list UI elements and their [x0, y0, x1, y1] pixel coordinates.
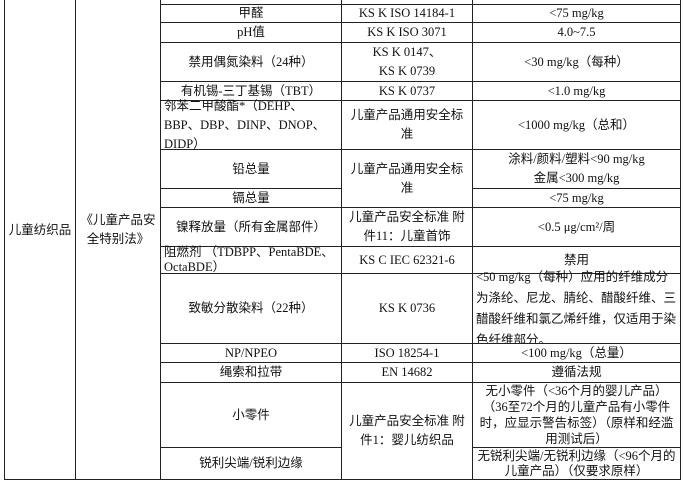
standard-cell: 儿童产品安全标准 附件1：婴儿纺织品 — [341, 382, 473, 480]
item-cell: 铅总量 — [160, 149, 342, 189]
limit-cell: 涂料/颜料/塑料<90 mg/kg 金属<300 mg/kg — [472, 149, 681, 189]
limit-cell: <75 mg/kg — [472, 188, 681, 208]
item-cell: 甲醛 — [160, 4, 342, 23]
limit-cell: 无小零件（<36个月的婴儿产品） （36至72个月的儿童产品有小零件时，应显示警告… — [472, 382, 681, 448]
limit-cell: <1000 mg/kg（总和） — [472, 100, 681, 150]
category-cell: 儿童纺织品 — [4, 0, 76, 480]
limit-cell: <1.0 mg/kg — [472, 81, 681, 101]
item-cell: 镍释放量（所有金属部件） — [160, 207, 342, 247]
law-cell: 《儿童产品安全特别法》 — [75, 0, 161, 480]
standard-cell: ISO 18254-1 — [341, 343, 473, 363]
limit-cell: <100 mg/kg（总量） — [472, 343, 681, 363]
item-cell: 绳索和拉带 — [160, 362, 342, 383]
standard-cell: EN 14682 — [341, 362, 473, 383]
standard-cell: 儿童产品安全标准 附件11：儿童首饰 — [341, 207, 473, 247]
limit-cell: <0.5 μg/cm²/周 — [472, 207, 681, 247]
item-cell: 禁用偶氮染料（24种） — [160, 42, 342, 82]
limit-cell: 遵循法规 — [472, 362, 681, 383]
item-cell: 致敏分散染料（22种） — [160, 273, 342, 344]
limit-cell: <50 mg/kg（每种）应用的纤维成分为涤纶、尼龙、腈纶、醋酸纤维、三醋酸纤维… — [472, 270, 681, 347]
item-cell: 锐利尖端/锐利边缘 — [160, 447, 342, 480]
standard-cell: KS K 0147、 KS K 0739 — [341, 42, 473, 82]
item-cell: 镉总量 — [160, 188, 342, 208]
standard-cell: 儿童产品通用安全标准 — [341, 149, 473, 208]
item-cell: 邻苯二甲酸酯*（DEHP、BBP、DBP、DINP、DNOP、DIDP） — [160, 99, 342, 151]
standard-cell: KS K ISO 3071 — [341, 22, 473, 43]
item-cell: 小零件 — [160, 382, 342, 448]
standard-cell: KS K 0737 — [341, 81, 473, 101]
limit-cell: <75 mg/kg — [472, 4, 681, 23]
standard-cell: 儿童产品通用安全标准 — [341, 100, 473, 150]
item-cell: NP/NPEO — [160, 343, 342, 363]
standard-cell: KS K 0736 — [341, 273, 473, 344]
item-cell: 阻燃剂 （TDBPP、PentaBDE、OctaBDE） — [160, 245, 342, 274]
limit-cell: 4.0~7.5 — [472, 22, 681, 43]
standard-cell: KS K ISO 14184-1 — [341, 4, 473, 23]
item-cell: pH值 — [160, 22, 342, 43]
limit-cell: 无锐利尖端/无锐利边缘（<96个月的儿童产品）（仅要求原样） — [472, 447, 681, 480]
standard-cell: KS C IEC 62321-6 — [341, 246, 473, 274]
limit-cell: <30 mg/kg（每种） — [472, 42, 681, 82]
